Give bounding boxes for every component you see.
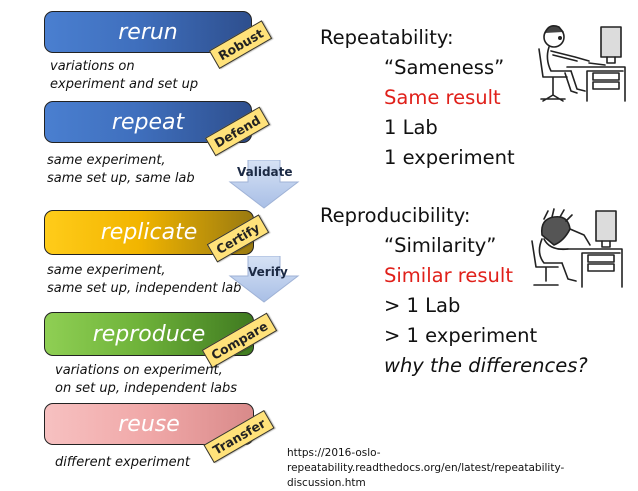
desc-line: same experiment,	[47, 263, 166, 278]
validate-label: Validate	[237, 165, 293, 179]
stage-bar-rerun: rerun	[44, 11, 252, 53]
desc-reproduce: variations on experiment, on set up, ind…	[55, 362, 237, 398]
repeatability-heading: Repeatability:	[320, 26, 454, 49]
verify-arrow	[228, 256, 300, 303]
reproducibility-line: > 1 Lab	[384, 294, 461, 317]
stage-label: reuse	[118, 411, 180, 437]
desc-replicate: same experiment, same set up, independen…	[47, 262, 241, 298]
url-line: repeatability.readthedocs.org/en/latest/…	[287, 462, 565, 489]
stage-label: reproduce	[92, 321, 206, 347]
repeatability-line: Same result	[384, 86, 501, 109]
desc-rerun: variations on experiment and set up	[50, 58, 198, 94]
repeatability-line: 1 Lab	[384, 116, 438, 139]
reproducibility-line: Similar result	[384, 264, 513, 287]
desc-line: on set up, independent labs	[55, 381, 237, 396]
desc-reuse: different experiment	[55, 454, 190, 472]
source-url[interactable]: https://2016-oslo- repeatability.readthe…	[287, 446, 638, 491]
repeatability-line: “Sameness”	[384, 56, 505, 79]
frustrated-person-icon	[531, 208, 623, 288]
reproducibility-line: why the differences?	[384, 354, 588, 377]
desc-line: variations on	[50, 59, 135, 74]
desc-line: variations on experiment,	[55, 363, 223, 378]
desc-line: same set up, independent lab	[47, 281, 242, 296]
stage-label: rerun	[118, 19, 178, 45]
verify-label: Verify	[248, 265, 288, 279]
validate-arrow	[228, 160, 300, 209]
repeatability-line: 1 experiment	[384, 146, 515, 169]
person-at-computer-icon	[538, 25, 626, 102]
reproducibility-line: “Similarity”	[384, 234, 497, 257]
url-line: https://2016-oslo-	[287, 447, 381, 459]
stage-label: repeat	[111, 109, 185, 135]
reproducibility-heading: Reproducibility:	[320, 204, 471, 227]
stage-label: replicate	[100, 220, 198, 245]
reproducibility-line: > 1 experiment	[384, 324, 538, 347]
desc-line: different experiment	[55, 455, 190, 470]
desc-repeat: same experiment, same set up, same lab	[47, 152, 195, 188]
desc-line: same experiment,	[47, 153, 166, 168]
desc-line: same set up, same lab	[47, 171, 195, 186]
desc-line: experiment and set up	[50, 77, 199, 92]
